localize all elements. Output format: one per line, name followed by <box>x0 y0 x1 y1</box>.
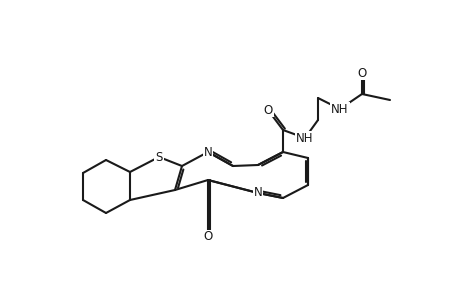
Text: NH: NH <box>296 131 313 145</box>
Text: N: N <box>203 146 212 158</box>
Text: S: S <box>155 151 162 164</box>
Text: NH: NH <box>330 103 348 116</box>
Text: O: O <box>263 103 272 116</box>
Text: O: O <box>203 230 212 244</box>
Text: N: N <box>253 187 262 200</box>
Text: O: O <box>357 67 366 80</box>
